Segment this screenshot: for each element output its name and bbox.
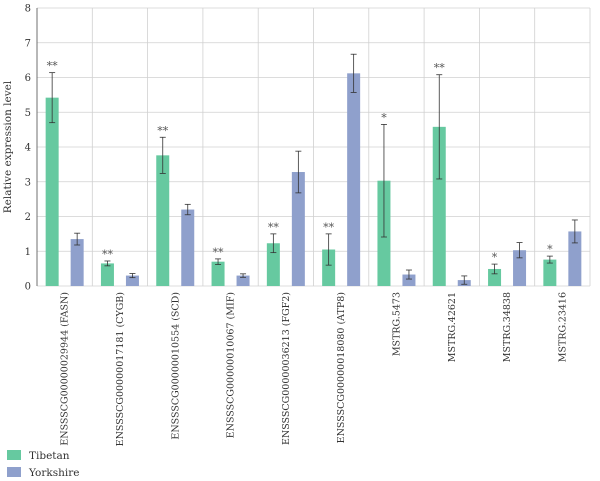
y-tick-label: 5 — [25, 108, 31, 119]
bar-yorkshire — [402, 274, 416, 286]
significance-label: ** — [47, 60, 59, 73]
bar-yorkshire — [70, 239, 84, 286]
bar-tibetan — [266, 243, 280, 286]
x-category-label: ENSSSCG00000036213 (FGF2) — [281, 292, 292, 445]
x-category-label: ENSSSCG00000018080 (ATP8) — [336, 292, 347, 443]
legend-label-tibetan: Tibetan — [29, 450, 70, 462]
x-category-label: ENSSSCG00000029944 (FASN) — [60, 292, 71, 446]
y-tick-label: 8 — [25, 4, 31, 15]
bars: ********** ******* — [45, 53, 582, 286]
significance-label: ** — [323, 221, 335, 234]
legend-swatch-tibetan — [7, 450, 21, 460]
bar-tibetan — [322, 249, 336, 286]
x-axis-labels: ENSSSCG00000029944 (FASN) ENSSSCG00000017… — [60, 292, 569, 446]
y-tick-label: 7 — [25, 38, 31, 49]
x-category-label: ENSSSCG00000010067 (MIF) — [226, 292, 237, 438]
significance-label: ** — [157, 124, 169, 137]
bar-tibetan — [488, 268, 502, 286]
bar-tibetan — [100, 263, 114, 286]
bar-yorkshire — [181, 209, 195, 286]
y-tick-label: 4 — [25, 143, 31, 154]
y-tick-label: 1 — [25, 247, 31, 258]
legend-label-yorkshire: Yorkshire — [28, 467, 79, 479]
significance-label: * — [547, 243, 553, 256]
x-category-label: MSTRG.5473 — [391, 292, 402, 356]
y-tick-label: 0 — [25, 282, 31, 293]
bar-yorkshire — [291, 172, 305, 286]
significance-label: ** — [213, 246, 225, 259]
x-category-label: ENSSSCG00000017181 (CYGB) — [115, 292, 126, 446]
x-category-label: MSTRG.34838 — [502, 292, 513, 362]
legend-swatch-yorkshire — [7, 467, 21, 477]
x-category-label: ENSSSCG00000010554 (SCD) — [170, 292, 181, 440]
bar-tibetan — [156, 155, 170, 286]
bar-tibetan — [543, 259, 557, 286]
x-category-label: MSTRG.42621 — [447, 292, 458, 362]
bar-yorkshire — [347, 73, 361, 286]
significance-label: ** — [102, 248, 114, 261]
bar-yorkshire — [125, 275, 139, 286]
y-tick-label: 2 — [25, 212, 31, 223]
bar-yorkshire — [568, 231, 582, 286]
y-axis-title: Relative expression level — [2, 80, 14, 213]
legend: Tibetan Yorkshire — [7, 450, 79, 479]
bar-yorkshire — [236, 275, 250, 286]
bar-tibetan — [45, 97, 59, 286]
bar-yorkshire — [513, 250, 527, 286]
significance-label: * — [381, 111, 387, 124]
significance-label: ** — [434, 62, 446, 75]
x-category-label: MSTRG.23416 — [557, 292, 568, 362]
significance-label: ** — [268, 221, 280, 234]
significance-label: * — [492, 251, 498, 264]
y-tick-label: 3 — [25, 177, 31, 188]
bar-tibetan — [432, 126, 446, 286]
y-tick-label: 6 — [25, 73, 31, 84]
bar-tibetan — [211, 261, 225, 286]
y-axis: 0 1 2 3 4 5 6 7 8 — [25, 4, 38, 293]
